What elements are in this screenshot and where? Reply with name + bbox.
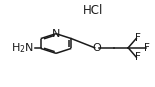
Text: F: F bbox=[135, 52, 141, 62]
Text: O: O bbox=[92, 43, 101, 53]
Text: HCl: HCl bbox=[83, 4, 103, 17]
Text: N: N bbox=[52, 29, 60, 39]
Text: H$_2$N: H$_2$N bbox=[11, 41, 34, 55]
Text: F: F bbox=[135, 33, 141, 43]
Text: F: F bbox=[144, 43, 150, 53]
